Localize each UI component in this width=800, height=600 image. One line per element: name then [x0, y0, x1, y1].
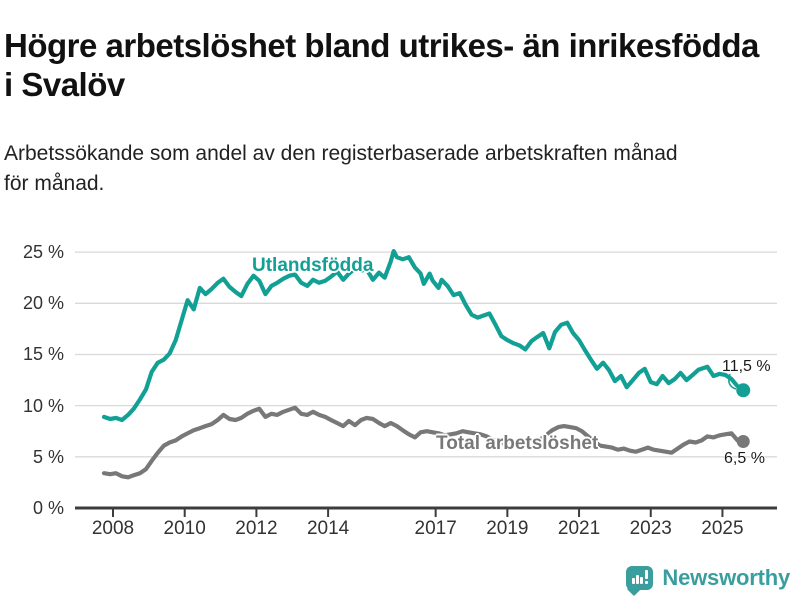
- chart-title: Högre arbetslöshet bland utrikes- än inr…: [4, 27, 759, 104]
- series-end-dot-total: [736, 434, 750, 448]
- series-end-dot-utlandsfodda: [736, 383, 751, 398]
- y-tick-label: 10 %: [22, 395, 64, 416]
- x-tick-label: 2025: [701, 518, 744, 539]
- chart-subtitle: Arbetssökande som andel av den registerb…: [4, 139, 784, 199]
- y-tick-label: 5 %: [32, 446, 64, 467]
- x-tick-label: 2012: [235, 518, 278, 539]
- y-tick-label: 15 %: [22, 344, 64, 365]
- end-value-utlandsfodda: 11,5 %: [722, 358, 771, 375]
- bar-chart-speech-bubble-icon: [626, 566, 654, 597]
- newsworthy-logo-text: Newsworthy: [662, 565, 790, 590]
- newsworthy-logo: Newsworthy: [626, 565, 790, 597]
- x-tick-label: 2008: [91, 518, 135, 539]
- x-tick-label: 2021: [557, 518, 601, 539]
- logo-bubble-tail: [627, 581, 642, 597]
- y-tick-label: 20 %: [22, 293, 64, 314]
- end-label-leader-line: [728, 373, 737, 390]
- series-line-total: [101, 405, 746, 480]
- series-label-utlandsfodda: Utlandsfödda: [252, 255, 374, 276]
- y-tick-label: 25 %: [22, 242, 64, 263]
- y-tick-label: 0 %: [32, 498, 64, 518]
- x-tick-label: 2017: [414, 518, 457, 539]
- x-tick-label: 2014: [306, 518, 350, 539]
- series-line-utlandsfodda: [101, 249, 746, 423]
- end-value-total: 6,5 %: [724, 450, 765, 467]
- x-tick-label: 2010: [163, 518, 206, 539]
- chart-subtitle-line1: Arbetssökande som andel av den registerb…: [4, 142, 678, 165]
- x-tick-label: 2019: [486, 518, 529, 539]
- series-label-total-arbetsloshet: Total arbetslöshet: [436, 433, 599, 454]
- chart-subtitle-line2: för månad.: [4, 172, 105, 195]
- x-tick-label: 2023: [629, 518, 672, 539]
